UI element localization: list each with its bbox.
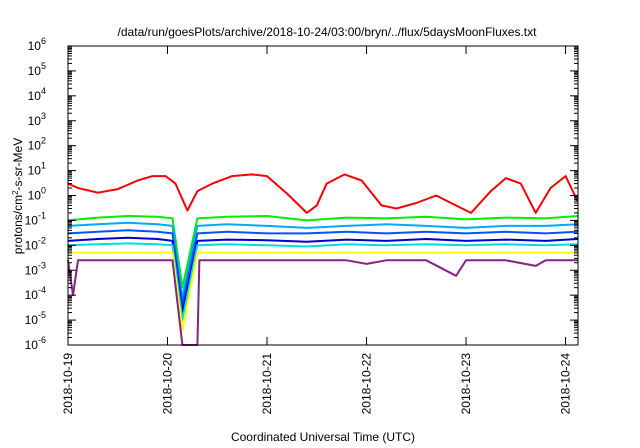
y-tick-label: 106 bbox=[28, 36, 46, 53]
y-axis-label-sup: 2 bbox=[11, 190, 20, 195]
y-axis-label-rest: -s-sr-MeV bbox=[11, 138, 25, 191]
y-tick-base: 10 bbox=[25, 338, 39, 352]
y-tick-exp: 4 bbox=[41, 86, 46, 96]
y-tick-base: 10 bbox=[28, 139, 42, 153]
y-tick-base: 10 bbox=[25, 313, 39, 327]
series-line-4 bbox=[67, 229, 578, 307]
y-tick-base: 10 bbox=[28, 164, 42, 178]
y-tick-exp: -2 bbox=[38, 235, 46, 245]
y-tick-base: 10 bbox=[25, 288, 39, 302]
y-tick-label: 101 bbox=[28, 161, 46, 178]
y-tick-label: 105 bbox=[28, 61, 46, 78]
y-tick-label: 10-1 bbox=[25, 210, 46, 227]
y-tick-label: 10-3 bbox=[25, 260, 46, 277]
y-tick-base: 10 bbox=[28, 114, 42, 128]
series-line-8 bbox=[67, 259, 578, 346]
y-tick-exp: 6 bbox=[41, 36, 46, 46]
y-tick-base: 10 bbox=[28, 39, 42, 53]
y-tick-exp: -4 bbox=[38, 285, 46, 295]
series-line-7 bbox=[68, 251, 578, 331]
y-axis-label-base: protons/cm bbox=[11, 195, 25, 254]
y-tick-label: 103 bbox=[28, 111, 46, 128]
x-axis-label: Coordinated Universal Time (UTC) bbox=[231, 430, 415, 444]
series-line-1 bbox=[67, 173, 579, 214]
y-tick-exp: -6 bbox=[38, 335, 46, 345]
x-tick-label: 2018-10-23 bbox=[459, 353, 473, 415]
y-tick-base: 10 bbox=[28, 89, 42, 103]
y-tick-exp: -5 bbox=[38, 310, 46, 320]
x-axis-ticks: 2018-10-19 2018-10-20 2018-10-21 2018-10-22… bbox=[61, 46, 573, 414]
y-tick-exp: -1 bbox=[38, 210, 46, 220]
y-tick-exp: 3 bbox=[41, 111, 46, 121]
series-line-3 bbox=[67, 221, 578, 299]
y-tick-base: 10 bbox=[25, 263, 39, 277]
y-tick-label: 102 bbox=[28, 136, 46, 153]
x-tick-label: 2018-10-21 bbox=[260, 353, 274, 415]
x-tick-label: 2018-10-24 bbox=[559, 353, 573, 415]
chart-title: /data/run/goesPlots/archive/2018-10-24/0… bbox=[118, 25, 538, 39]
y-tick-label: 10-2 bbox=[25, 235, 46, 252]
y-tick-label: 10-6 bbox=[25, 335, 46, 352]
series-line-5 bbox=[67, 236, 578, 314]
y-tick-label: 100 bbox=[28, 186, 46, 203]
y-tick-base: 10 bbox=[25, 213, 39, 227]
y-tick-base: 10 bbox=[28, 189, 42, 203]
series-line-6 bbox=[67, 242, 578, 322]
y-tick-exp: 5 bbox=[41, 61, 46, 71]
y-tick-base: 10 bbox=[25, 238, 39, 252]
x-tick-label: 2018-10-20 bbox=[161, 353, 175, 415]
y-tick-exp: -3 bbox=[38, 260, 46, 270]
series-line-2 bbox=[67, 215, 578, 289]
y-tick-base: 10 bbox=[28, 64, 42, 78]
y-tick-label: 104 bbox=[28, 86, 46, 103]
series-layer bbox=[67, 173, 579, 346]
x-tick-label: 2018-10-22 bbox=[360, 353, 374, 415]
y-tick-label: 10-5 bbox=[25, 310, 46, 327]
plot-frame bbox=[67, 45, 579, 346]
x-tick-label: 2018-10-19 bbox=[61, 353, 75, 415]
y-axis-label: protons/cm2-s-sr-MeV bbox=[11, 138, 26, 254]
y-tick-exp: 1 bbox=[41, 161, 46, 171]
y-tick-label: 10-4 bbox=[25, 285, 46, 302]
y-axis-ticks: 10-610-510-410-310-210-11001011021031041… bbox=[25, 36, 578, 352]
y-tick-exp: 2 bbox=[41, 136, 46, 146]
y-tick-exp: 0 bbox=[41, 186, 46, 196]
